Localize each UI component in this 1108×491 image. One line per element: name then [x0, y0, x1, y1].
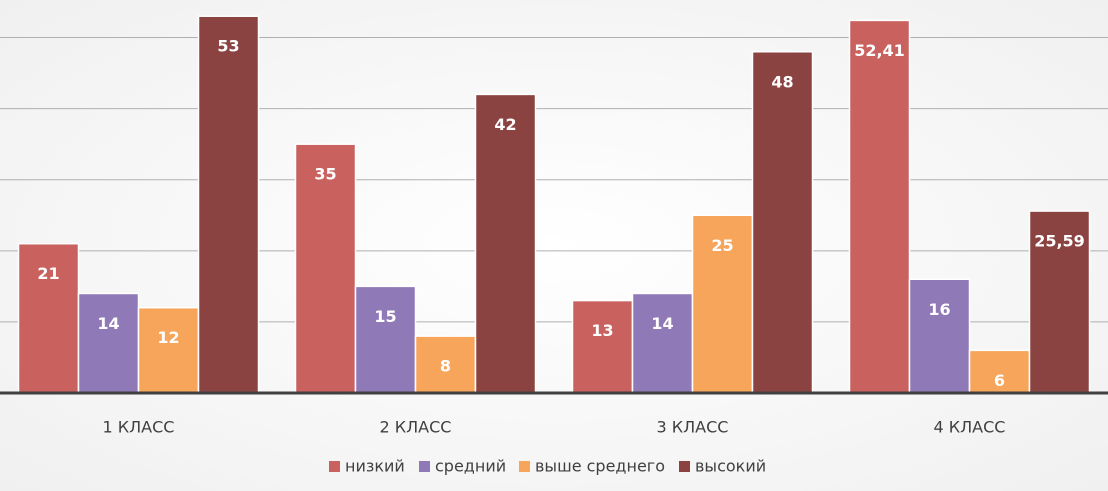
x-tick-label: 3 КЛАСС [657, 418, 729, 437]
legend-swatch [329, 461, 340, 472]
x-tick-label: 1 КЛАСС [103, 418, 175, 437]
legend-swatch [419, 461, 430, 472]
x-tick-label: 2 КЛАСС [380, 418, 452, 437]
bar [137, 306, 200, 394]
legend-label: высокий [695, 457, 766, 476]
bar [1028, 210, 1091, 394]
legend-label: выше среднего [535, 457, 665, 476]
bar [77, 292, 140, 394]
bar [908, 278, 971, 394]
data-label: 42 [494, 115, 516, 134]
x-tick-label: 4 КЛАСС [934, 418, 1006, 437]
data-label: 8 [440, 357, 451, 376]
data-label: 14 [97, 314, 119, 333]
legend-label: средний [435, 457, 506, 476]
bar [691, 214, 754, 394]
data-label: 25,59 [1034, 232, 1085, 251]
bar [751, 51, 814, 394]
data-label: 48 [771, 72, 793, 91]
data-label: 15 [374, 307, 396, 326]
bar [631, 292, 694, 394]
bar [294, 143, 357, 394]
data-label: 35 [314, 165, 336, 184]
bar [968, 349, 1031, 394]
data-label: 6 [994, 371, 1005, 390]
data-label: 21 [37, 264, 59, 283]
legend-swatch [519, 461, 530, 472]
bar [474, 93, 537, 394]
data-label: 52,41 [854, 41, 905, 60]
bar [848, 19, 911, 394]
data-label: 14 [651, 314, 673, 333]
data-label: 16 [928, 300, 950, 319]
data-label: 25 [711, 236, 733, 255]
legend-label: низкий [345, 457, 405, 476]
bar [197, 15, 260, 394]
bar [354, 285, 417, 394]
data-label: 13 [591, 321, 613, 340]
bar [571, 299, 634, 394]
legend-swatch [679, 461, 690, 472]
data-label: 12 [157, 328, 179, 347]
data-label: 53 [217, 37, 239, 56]
